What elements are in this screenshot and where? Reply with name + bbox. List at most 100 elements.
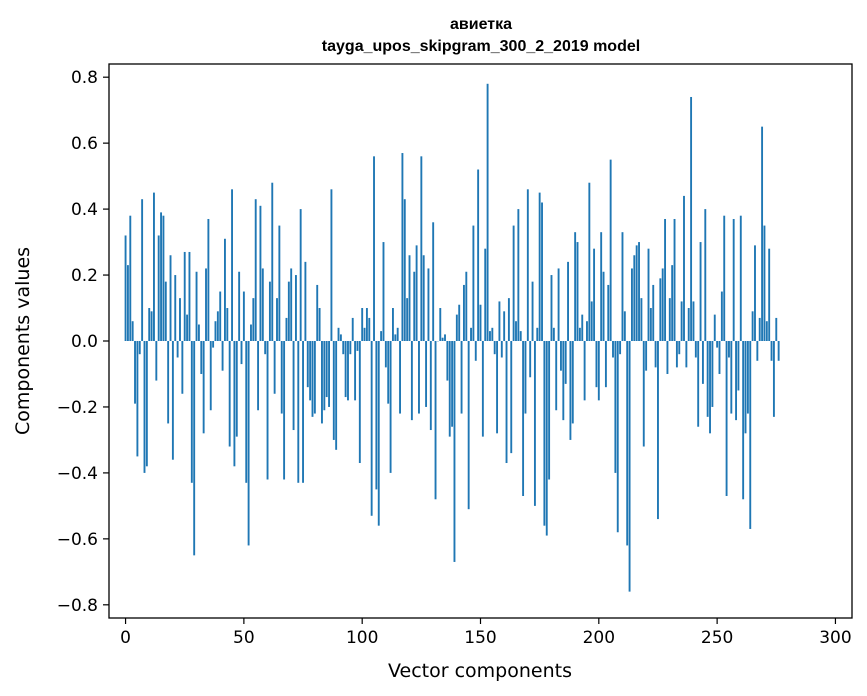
bar-261 — [742, 341, 745, 500]
bar-1 — [126, 265, 129, 341]
bar-127 — [425, 341, 428, 407]
bar-87 — [330, 189, 333, 341]
bar-156 — [493, 341, 496, 355]
bar-223 — [652, 284, 655, 341]
bar-50 — [242, 291, 245, 341]
y-tick-label: 0.2 — [71, 266, 98, 286]
bar-262 — [744, 341, 747, 434]
bar-89 — [335, 341, 338, 450]
bar-272 — [768, 248, 771, 341]
bar-216 — [635, 245, 638, 341]
x-tick-label: 100 — [346, 628, 378, 648]
bar-117 — [401, 153, 404, 341]
bar-110 — [384, 341, 387, 368]
bar-150 — [479, 304, 482, 341]
bar-16 — [162, 215, 165, 341]
bar-238 — [687, 308, 690, 341]
bar-24 — [181, 341, 184, 394]
bar-136 — [446, 341, 449, 381]
bar-182 — [555, 341, 558, 411]
bar-209 — [619, 341, 622, 355]
bar-32 — [200, 341, 203, 374]
bar-220 — [645, 341, 648, 371]
bar-0 — [124, 235, 127, 341]
bar-43 — [226, 308, 229, 341]
bar-231 — [671, 265, 674, 341]
bar-108 — [380, 331, 383, 341]
bars-group — [124, 83, 780, 592]
bar-90 — [337, 327, 340, 341]
bar-214 — [630, 268, 633, 341]
bar-198 — [593, 248, 596, 341]
x-axis-label: Vector components — [388, 660, 572, 682]
bar-6 — [138, 341, 141, 355]
bar-39 — [216, 311, 219, 341]
bar-266 — [754, 245, 756, 341]
bar-68 — [285, 317, 288, 341]
bar-30 — [195, 271, 198, 341]
bar-63 — [273, 341, 276, 394]
bar-192 — [578, 327, 581, 341]
bar-251 — [718, 341, 721, 374]
bar-164 — [512, 225, 515, 341]
bar-189 — [571, 341, 574, 424]
bar-268 — [758, 317, 761, 341]
y-tick-label: −0.4 — [57, 464, 98, 484]
bar-233 — [675, 341, 678, 368]
bar-58 — [261, 268, 264, 341]
bar-151 — [481, 341, 484, 437]
bar-186 — [564, 341, 567, 384]
bar-270 — [763, 225, 766, 341]
bar-2 — [129, 215, 132, 341]
bar-18 — [167, 341, 170, 424]
bar-253 — [723, 215, 726, 341]
bar-229 — [666, 341, 669, 374]
bar-188 — [569, 341, 572, 440]
bar-250 — [716, 341, 719, 348]
bar-159 — [500, 341, 503, 358]
bar-171 — [529, 341, 532, 378]
plot-frame — [108, 63, 853, 619]
bar-203 — [604, 341, 607, 388]
bar-120 — [408, 255, 411, 341]
bar-241 — [694, 341, 697, 358]
bar-88 — [332, 341, 335, 440]
bar-165 — [515, 321, 517, 341]
bar-82 — [318, 308, 321, 341]
bar-84 — [323, 341, 326, 411]
bar-67 — [283, 341, 286, 480]
bar-25 — [183, 251, 186, 341]
bar-109 — [382, 242, 385, 341]
bar-102 — [365, 308, 368, 341]
bar-243 — [699, 242, 702, 341]
bar-218 — [640, 298, 643, 341]
bar-160 — [503, 311, 506, 341]
bar-131 — [434, 341, 437, 500]
bar-45 — [231, 189, 233, 341]
bar-26 — [186, 314, 189, 341]
bar-95 — [349, 341, 352, 355]
bar-222 — [649, 308, 652, 341]
x-tick-label: 250 — [701, 628, 733, 648]
bar-73 — [297, 341, 300, 483]
bar-228 — [664, 218, 667, 341]
bar-70 — [290, 268, 293, 341]
bar-196 — [588, 182, 591, 341]
bar-135 — [444, 334, 446, 341]
bar-64 — [276, 298, 278, 341]
bar-244 — [701, 341, 704, 384]
x-tick-label: 50 — [233, 628, 255, 648]
bar-145 — [467, 341, 470, 510]
bar-249 — [713, 314, 716, 341]
bar-60 — [266, 341, 269, 480]
bar-175 — [538, 192, 541, 341]
bar-263 — [746, 341, 749, 414]
bar-14 — [157, 235, 160, 341]
y-tick-label: 0.6 — [71, 134, 98, 154]
bar-20 — [171, 341, 174, 460]
bar-194 — [583, 341, 586, 401]
bar-265 — [751, 311, 754, 341]
bar-113 — [392, 308, 394, 341]
bar-93 — [344, 341, 347, 398]
bar-29 — [193, 341, 196, 556]
